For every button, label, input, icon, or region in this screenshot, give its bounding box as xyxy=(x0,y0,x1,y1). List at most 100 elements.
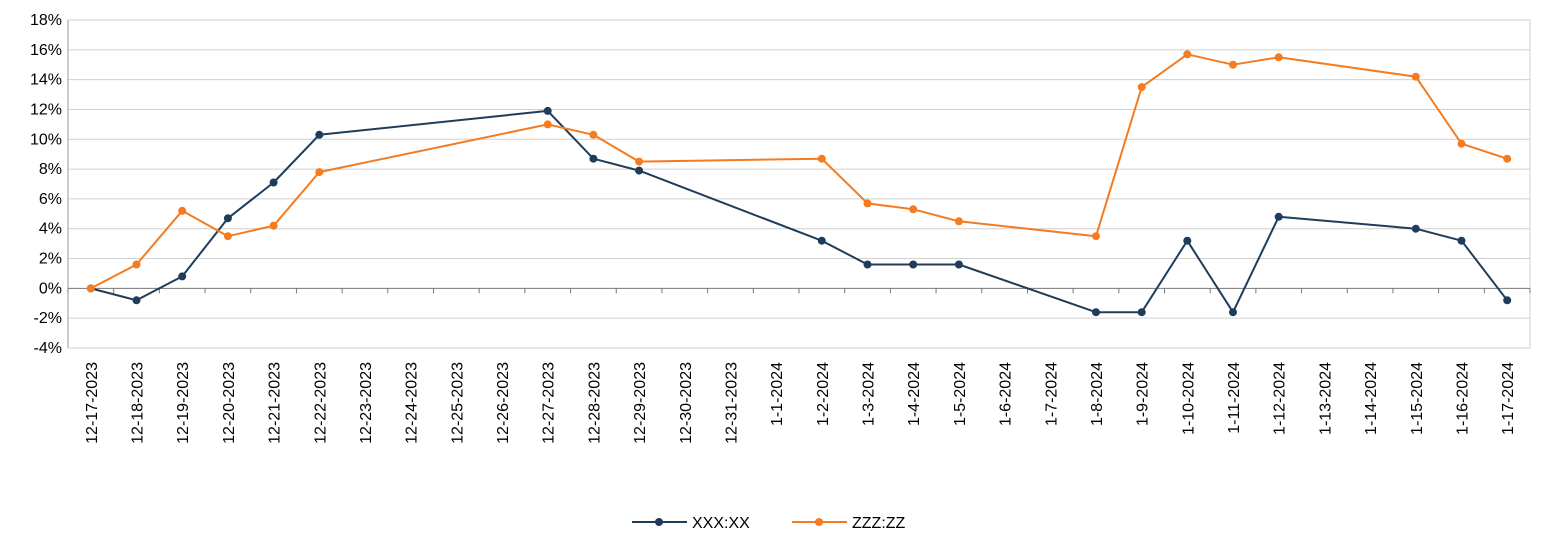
y-tick-label: 10% xyxy=(30,131,62,148)
x-tick-label: 12-24-2023 xyxy=(404,362,421,444)
data-point xyxy=(1183,50,1192,59)
legend-entry: XXX:XX xyxy=(632,515,750,532)
x-tick-label: 12-25-2023 xyxy=(449,362,466,444)
data-point xyxy=(635,166,644,175)
data-point xyxy=(909,260,918,269)
y-tick-label: 4% xyxy=(39,221,62,238)
data-point xyxy=(817,154,826,163)
x-tick-label: 1-14-2024 xyxy=(1363,362,1380,435)
y-tick-label: 12% xyxy=(30,101,62,118)
x-tick-label: 1-8-2024 xyxy=(1089,362,1106,426)
data-point xyxy=(543,106,552,115)
x-tick-label: 12-26-2023 xyxy=(495,362,512,444)
x-tick-label: 1-16-2024 xyxy=(1454,362,1471,435)
y-tick-label: 16% xyxy=(30,42,62,59)
x-tick-label: 12-31-2023 xyxy=(723,362,740,444)
series-2 xyxy=(86,50,1512,293)
y-axis-tick-labels: -4% -2% 0% 2% 4% 6% 8% 10% 12% 14% 16% 18% xyxy=(30,12,62,357)
x-tick-label: 12-29-2023 xyxy=(632,362,649,444)
x-tick-label: 12-19-2023 xyxy=(175,362,192,444)
series-1 xyxy=(86,106,1512,317)
y-tick-label: 8% xyxy=(39,161,62,178)
data-point xyxy=(223,232,232,241)
axes xyxy=(67,20,1531,349)
series xyxy=(86,50,1512,317)
series-line xyxy=(90,53,1508,290)
data-point xyxy=(589,154,598,163)
x-tick-label: 1-15-2024 xyxy=(1409,362,1426,435)
y-tick-label: 2% xyxy=(39,251,62,268)
data-point xyxy=(1092,232,1100,241)
x-tick-label: 1-12-2024 xyxy=(1272,362,1289,435)
data-point xyxy=(1137,83,1146,92)
data-point xyxy=(178,272,187,281)
x-tick-label: 1-11-2024 xyxy=(1226,362,1243,434)
x-tick-label: 12-18-2023 xyxy=(130,362,147,444)
data-point xyxy=(954,217,963,226)
data-point xyxy=(1137,308,1146,317)
x-tick-label: 1-4-2024 xyxy=(906,362,923,426)
y-tick-label: -4% xyxy=(34,340,62,357)
data-point xyxy=(1457,139,1466,148)
data-point xyxy=(223,214,232,223)
data-point xyxy=(132,260,141,269)
x-tick-label: 12-30-2023 xyxy=(678,362,695,444)
data-point xyxy=(269,221,278,230)
x-tick-label: 12-28-2023 xyxy=(586,362,603,444)
data-point xyxy=(1229,60,1237,69)
data-point xyxy=(1411,72,1420,81)
x-tick-label: 1-6-2024 xyxy=(998,362,1015,426)
y-tick-label: 0% xyxy=(39,280,62,297)
data-point xyxy=(1092,308,1100,317)
data-point xyxy=(909,205,918,214)
gridlines xyxy=(68,19,1530,349)
x-tick-label: 12-21-2023 xyxy=(267,362,284,444)
x-tick-label: 12-23-2023 xyxy=(358,362,375,444)
data-point xyxy=(315,168,324,177)
data-point xyxy=(1457,236,1466,245)
data-point xyxy=(1274,53,1283,62)
data-point xyxy=(1274,212,1283,221)
x-tick-label: 1-2-2024 xyxy=(815,362,832,426)
data-point xyxy=(954,260,963,269)
data-point xyxy=(1503,296,1512,305)
x-axis-tick-labels: 12-17-2023 12-18-2023 12-19-2023 12-20-2023… xyxy=(84,362,1517,444)
legend-entry: ZZZ:ZZ xyxy=(792,515,906,532)
data-point xyxy=(863,199,872,208)
data-point xyxy=(817,236,826,245)
x-tick-label: 12-27-2023 xyxy=(541,362,558,444)
legend-label: ZZZ:ZZ xyxy=(852,515,906,532)
x-tick-label: 1-13-2024 xyxy=(1317,362,1334,435)
data-point xyxy=(132,296,141,305)
x-tick-label: 1-5-2024 xyxy=(952,362,969,426)
x-tick-label: 1-17-2024 xyxy=(1500,362,1517,435)
legend: XXX:XX ZZZ:ZZ xyxy=(632,515,906,532)
data-point xyxy=(1183,236,1192,245)
data-point xyxy=(589,130,598,139)
legend-marker xyxy=(655,518,663,526)
data-point xyxy=(315,130,324,139)
y-tick-label: 14% xyxy=(30,72,62,89)
data-point xyxy=(1229,308,1237,317)
data-point xyxy=(269,178,278,187)
legend-marker xyxy=(815,518,823,526)
data-point xyxy=(1503,154,1512,163)
x-tick-label: 1-7-2024 xyxy=(1043,362,1060,426)
legend-label: XXX:XX xyxy=(692,515,750,532)
data-point xyxy=(86,284,95,293)
data-point xyxy=(863,260,872,269)
y-tick-label: 6% xyxy=(39,191,62,208)
x-tick-label: 12-17-2023 xyxy=(84,362,101,444)
x-tick-label: 12-20-2023 xyxy=(221,362,238,444)
data-point xyxy=(178,206,187,215)
data-point xyxy=(635,157,644,166)
y-tick-label: 18% xyxy=(30,12,62,29)
x-tick-label: 1-10-2024 xyxy=(1180,362,1197,435)
data-point xyxy=(1411,224,1420,233)
y-tick-label: -2% xyxy=(34,310,62,327)
x-tick-label: 1-9-2024 xyxy=(1135,362,1152,426)
x-tick-label: 1-3-2024 xyxy=(861,362,878,426)
x-tick-label: 12-22-2023 xyxy=(312,362,329,444)
